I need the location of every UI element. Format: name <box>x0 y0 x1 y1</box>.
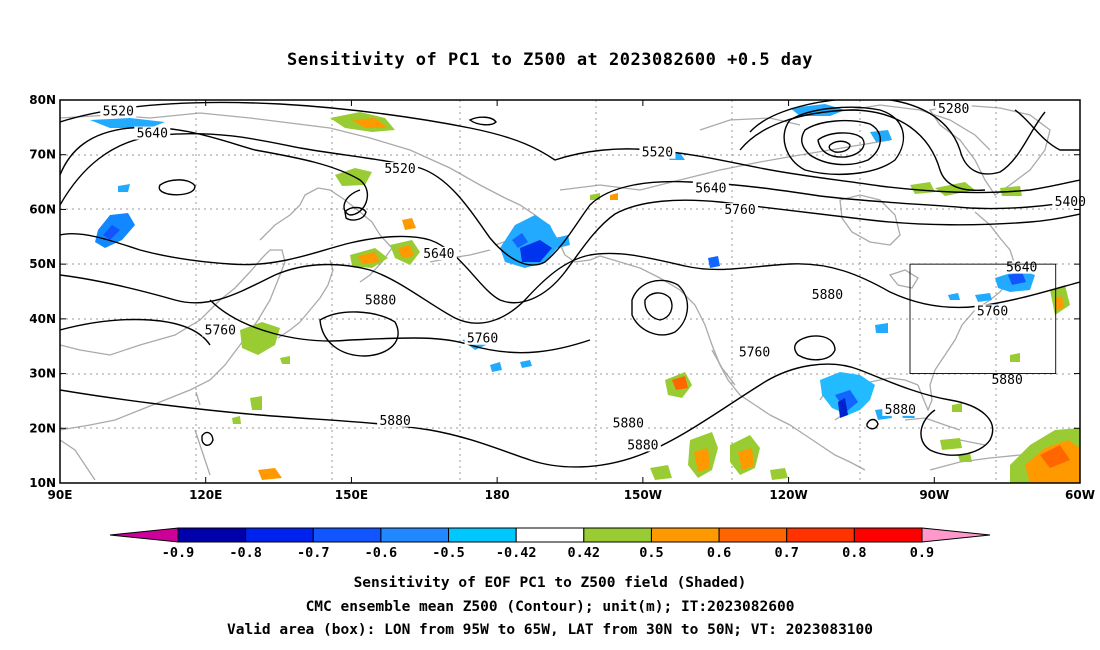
contour-label: 5880 <box>627 438 658 453</box>
contour-label-bg <box>809 287 846 301</box>
colorbar-label: 0.42 <box>568 545 601 561</box>
contour-label: 5760 <box>467 332 498 347</box>
contour-label: 5640 <box>423 247 454 262</box>
contour-label: 5520 <box>642 146 673 161</box>
colorbar-label: 0.6 <box>707 545 731 561</box>
contour-label-bg <box>722 203 758 217</box>
figure-title: Sensitivity of PC1 to Z500 at 2023082600… <box>286 50 813 70</box>
lat-tick-label: 60N <box>29 202 56 216</box>
contour-label-bg <box>134 126 171 140</box>
colorbar-label: -0.8 <box>229 545 262 561</box>
lon-tick-label: 120E <box>189 488 222 502</box>
colorbar-label: 0.8 <box>842 545 866 561</box>
latitude-axis: 80N 70N 60N 50N 40N 30N 20N 10N <box>29 93 56 490</box>
contour-label-bg <box>382 162 418 176</box>
caption-line-3: Valid area (box): LON from 95W to 65W, L… <box>226 622 873 638</box>
colorbar-segment <box>380 527 450 543</box>
lon-tick-label: 60W <box>1065 488 1095 502</box>
colorbar-segment <box>177 527 247 543</box>
lat-tick-label: 20N <box>29 421 56 435</box>
contour-label-bg <box>362 293 399 307</box>
colorbar-label: 0.7 <box>775 545 799 561</box>
contour-label: 5640 <box>695 181 726 196</box>
contour-label-bg <box>882 402 919 416</box>
contour-label: 5880 <box>991 373 1022 388</box>
colorbar-label: 0.5 <box>639 545 663 561</box>
colorbar-segment <box>245 527 314 543</box>
contour-label-bg <box>974 304 1011 318</box>
contour-label: 5760 <box>205 324 236 339</box>
contour-label: 5880 <box>885 403 916 418</box>
contour-label: 5640 <box>1006 261 1037 276</box>
contour-label: 5880 <box>812 288 843 303</box>
colorbar-label: -0.7 <box>297 545 330 561</box>
colorbar-min-arrow <box>109 527 179 543</box>
coastlines <box>60 104 1080 481</box>
lon-tick-label: 150E <box>335 488 368 502</box>
lon-tick-label: 150W <box>624 488 662 502</box>
grid-lines <box>60 100 1080 483</box>
colorbar-segment <box>853 527 923 543</box>
contour-label-bg <box>377 413 414 427</box>
valid-area-box <box>909 263 1057 375</box>
contour-label: 5400 <box>1055 195 1086 210</box>
contour-label-bg <box>464 331 501 345</box>
contour-label: 5520 <box>103 105 134 120</box>
lat-tick-label: 30N <box>29 367 56 381</box>
colorbar-label: -0.5 <box>432 545 465 561</box>
caption-line-1: Sensitivity of EOF PC1 to Z500 field (Sh… <box>353 575 747 591</box>
contour-label: 5760 <box>977 304 1008 319</box>
plot-frame <box>59 99 1081 484</box>
lon-tick-label: 90E <box>48 488 73 502</box>
contour-label: 5520 <box>384 162 415 177</box>
longitude-axis: 90E 120E 150E 180 150W 120W 90W 60W <box>48 488 1095 502</box>
caption-line-2: CMC ensemble mean Z500 (Contour); unit(m… <box>305 599 795 615</box>
contour-label: 5640 <box>137 127 168 142</box>
contour-label: 5280 <box>938 102 969 117</box>
colorbar-segment <box>786 527 855 543</box>
contour-label-bg <box>100 104 137 118</box>
contour-label: 5760 <box>724 203 755 218</box>
lon-tick-label: 180 <box>485 488 510 502</box>
contour-label: 5760 <box>739 345 770 360</box>
colorbar-max-arrow <box>921 527 991 543</box>
colorbar-segment <box>650 527 720 543</box>
colorbar: -0.9 -0.8 -0.7 -0.6 -0.5 -0.42 0.42 0.5 0.6 0.7 0.… <box>109 527 991 561</box>
contour-label-bg <box>692 181 729 195</box>
contour-label-bg <box>639 145 676 159</box>
lat-tick-label: 50N <box>29 257 56 271</box>
colorbar-label: -0.9 <box>162 545 195 561</box>
lon-tick-label: 90W <box>919 488 949 502</box>
sensitivity-shading <box>90 104 1080 483</box>
z500-contours <box>60 100 1080 468</box>
lat-tick-label: 40N <box>29 312 56 326</box>
contour-label-bg <box>989 372 1026 386</box>
contour-label-bg <box>624 438 661 452</box>
colorbar-segment <box>515 527 585 543</box>
lat-tick-label: 70N <box>29 148 56 162</box>
colorbar-segment <box>312 527 382 543</box>
contour-label: 5880 <box>365 293 396 308</box>
colorbar-segment <box>718 527 788 543</box>
colorbar-segment <box>583 527 652 543</box>
contour-labels: 5520564055205640588057605760588055205640… <box>100 101 1089 453</box>
colorbar-label: -0.42 <box>496 545 537 561</box>
contour-label: 5880 <box>613 417 644 432</box>
contour-label: 5880 <box>379 414 410 429</box>
colorbar-label: -0.6 <box>365 545 398 561</box>
contour-label-bg <box>202 323 239 337</box>
contour-label-bg <box>610 416 647 430</box>
contour-label-bg <box>420 246 457 260</box>
colorbar-segment <box>448 527 517 543</box>
lon-tick-label: 120W <box>769 488 807 502</box>
contour-label-bg <box>736 345 773 359</box>
contour-label-bg <box>935 101 972 115</box>
lat-tick-label: 10N <box>29 476 56 490</box>
colorbar-label: 0.9 <box>910 545 934 561</box>
axis-ticks <box>59 99 1081 484</box>
lat-tick-label: 80N <box>29 93 56 107</box>
